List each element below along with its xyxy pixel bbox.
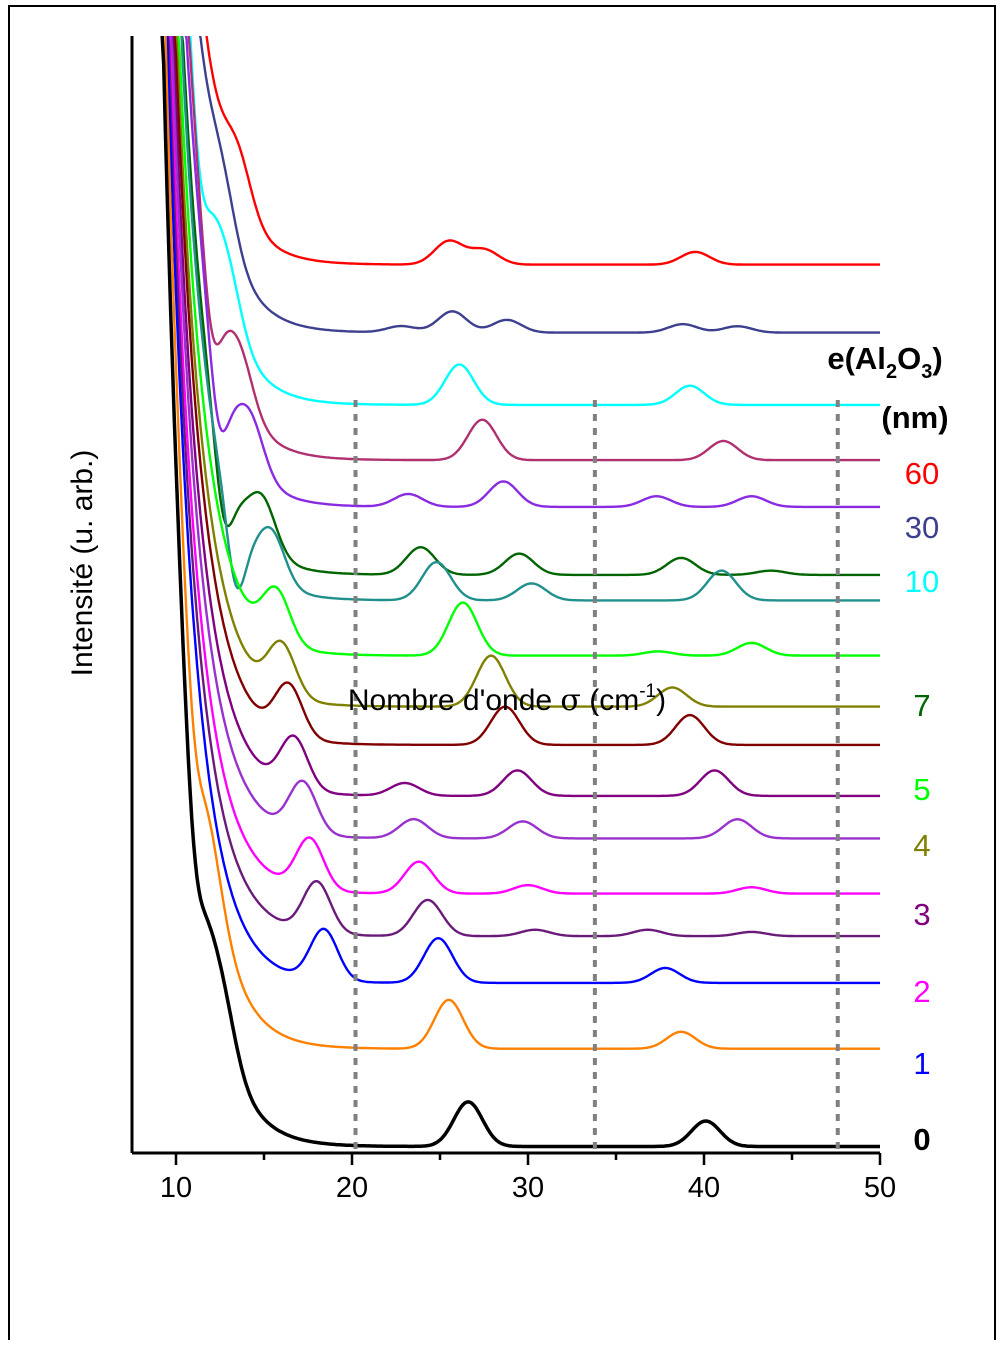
series-line-5 xyxy=(180,36,880,577)
series-line-3 xyxy=(187,36,880,462)
sigma-symbol: σ xyxy=(560,683,580,718)
series-label-5: 5 xyxy=(913,772,930,807)
x-tick-label-2: 30 xyxy=(512,1172,544,1204)
x-tick-label-3: 40 xyxy=(688,1172,720,1204)
series-line-6 xyxy=(180,36,880,602)
series-label-0: 0 xyxy=(913,1122,930,1157)
series-line-16 xyxy=(160,36,880,1149)
series-line-2 xyxy=(189,36,880,407)
series-line-15 xyxy=(164,36,880,1050)
series-line-10 xyxy=(171,36,880,798)
series-line-0 xyxy=(205,36,880,266)
axes: 10 20 30 40 50 xyxy=(130,36,896,1204)
legend-unit: (nm) xyxy=(881,400,948,435)
series-label-3: 3 xyxy=(913,897,930,932)
series-curves xyxy=(160,36,880,1149)
series-label-4: 4 xyxy=(913,828,930,863)
series-label-10: 10 xyxy=(905,564,939,599)
series-line-14 xyxy=(166,36,880,985)
x-tick-label-1: 20 xyxy=(336,1172,368,1204)
figure-frame xyxy=(8,5,996,1340)
reference-lines xyxy=(353,400,840,1152)
x-axis-title: Nombre d'onde σ (cm-1) xyxy=(348,681,666,718)
series-label-60: 60 xyxy=(905,456,939,491)
series-label-30: 30 xyxy=(905,510,939,545)
series-line-9 xyxy=(173,36,880,747)
series-line-11 xyxy=(169,36,880,840)
series-label-1: 1 xyxy=(913,1046,930,1081)
x-tick-label-0: 10 xyxy=(160,1172,192,1204)
series-line-7 xyxy=(177,36,880,657)
series-line-8 xyxy=(175,36,880,708)
series-line-13 xyxy=(166,36,880,938)
y-axis-title: Intensité (u. arb.) xyxy=(66,450,99,677)
legend-title: e(Al2O3) xyxy=(827,341,942,383)
series-line-4 xyxy=(184,36,880,509)
series-line-12 xyxy=(168,36,880,895)
series-label-7: 7 xyxy=(913,688,930,723)
series-label-2: 2 xyxy=(913,974,930,1009)
x-tick-label-4: 50 xyxy=(864,1172,896,1204)
series-line-1 xyxy=(198,36,880,334)
